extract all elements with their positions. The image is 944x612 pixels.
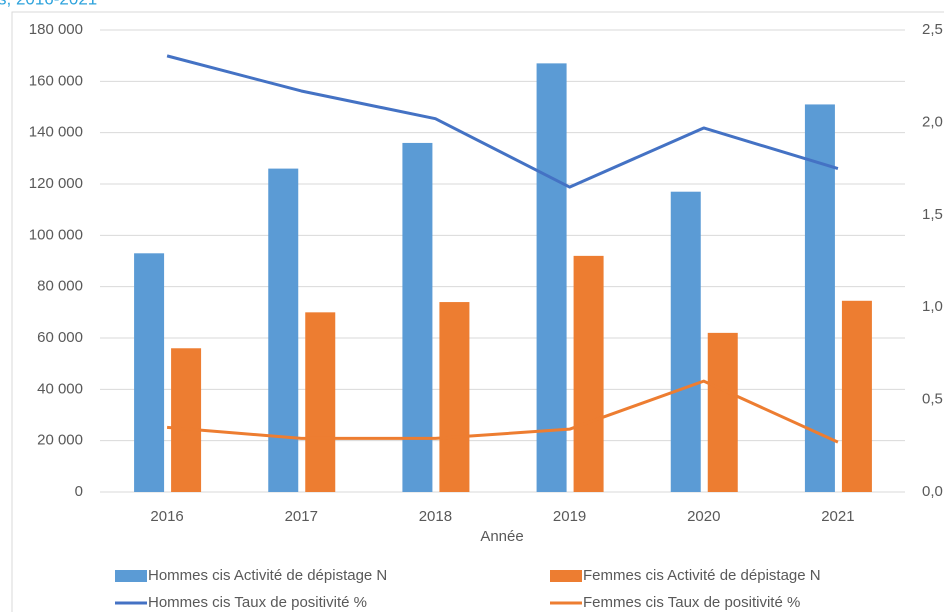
x-axis-label: Année bbox=[480, 528, 523, 545]
y-tick-label: 0 bbox=[75, 483, 83, 500]
chart-title: s, 2016-2021 bbox=[0, 0, 97, 8]
y2-tick-label: 0,5 bbox=[922, 391, 943, 408]
bar bbox=[573, 255, 604, 492]
x-tick-label: 2016 bbox=[150, 508, 183, 525]
bar bbox=[804, 104, 835, 492]
bar bbox=[670, 191, 701, 492]
y2-tick-label: 1,0 bbox=[922, 298, 943, 315]
y2-tick-label: 2,0 bbox=[922, 113, 943, 130]
line-series bbox=[166, 54, 839, 189]
legend-label: Femmes cis Taux de positivité % bbox=[583, 594, 800, 611]
y-tick-label: 140 000 bbox=[29, 124, 83, 141]
bar bbox=[171, 348, 202, 492]
bar bbox=[268, 168, 299, 492]
y-tick-label: 120 000 bbox=[29, 175, 83, 192]
x-tick-label: 2020 bbox=[687, 508, 720, 525]
bar bbox=[305, 312, 336, 492]
y-tick-label: 60 000 bbox=[37, 329, 83, 346]
x-tick-label: 2021 bbox=[821, 508, 854, 525]
y-tick-label: 80 000 bbox=[37, 278, 83, 295]
bar bbox=[841, 300, 872, 492]
y-tick-label: 20 000 bbox=[37, 432, 83, 449]
y2-tick-label: 1,5 bbox=[922, 206, 943, 223]
bar bbox=[707, 332, 738, 492]
y2-tick-label: 2,5 bbox=[922, 21, 943, 38]
y-tick-label: 160 000 bbox=[29, 72, 83, 89]
legend-label: Hommes cis Activité de dépistage N bbox=[148, 567, 387, 584]
bar bbox=[134, 253, 165, 492]
legend-swatch bbox=[550, 570, 582, 582]
y-tick-label: 40 000 bbox=[37, 380, 83, 397]
legend-swatch bbox=[115, 570, 147, 582]
x-tick-label: 2019 bbox=[553, 508, 586, 525]
y-tick-label: 100 000 bbox=[29, 226, 83, 243]
y-tick-label: 180 000 bbox=[29, 21, 83, 38]
chart-frame bbox=[11, 11, 944, 612]
y2-tick-label: 0,0 bbox=[922, 483, 943, 500]
x-tick-label: 2018 bbox=[419, 508, 452, 525]
line-series bbox=[166, 379, 839, 444]
bar bbox=[536, 63, 567, 492]
bar bbox=[402, 142, 433, 492]
bar bbox=[439, 302, 470, 492]
legend-label: Hommes cis Taux de positivité % bbox=[148, 594, 367, 611]
x-tick-label: 2017 bbox=[285, 508, 318, 525]
legend-label: Femmes cis Activité de dépistage N bbox=[583, 567, 821, 584]
